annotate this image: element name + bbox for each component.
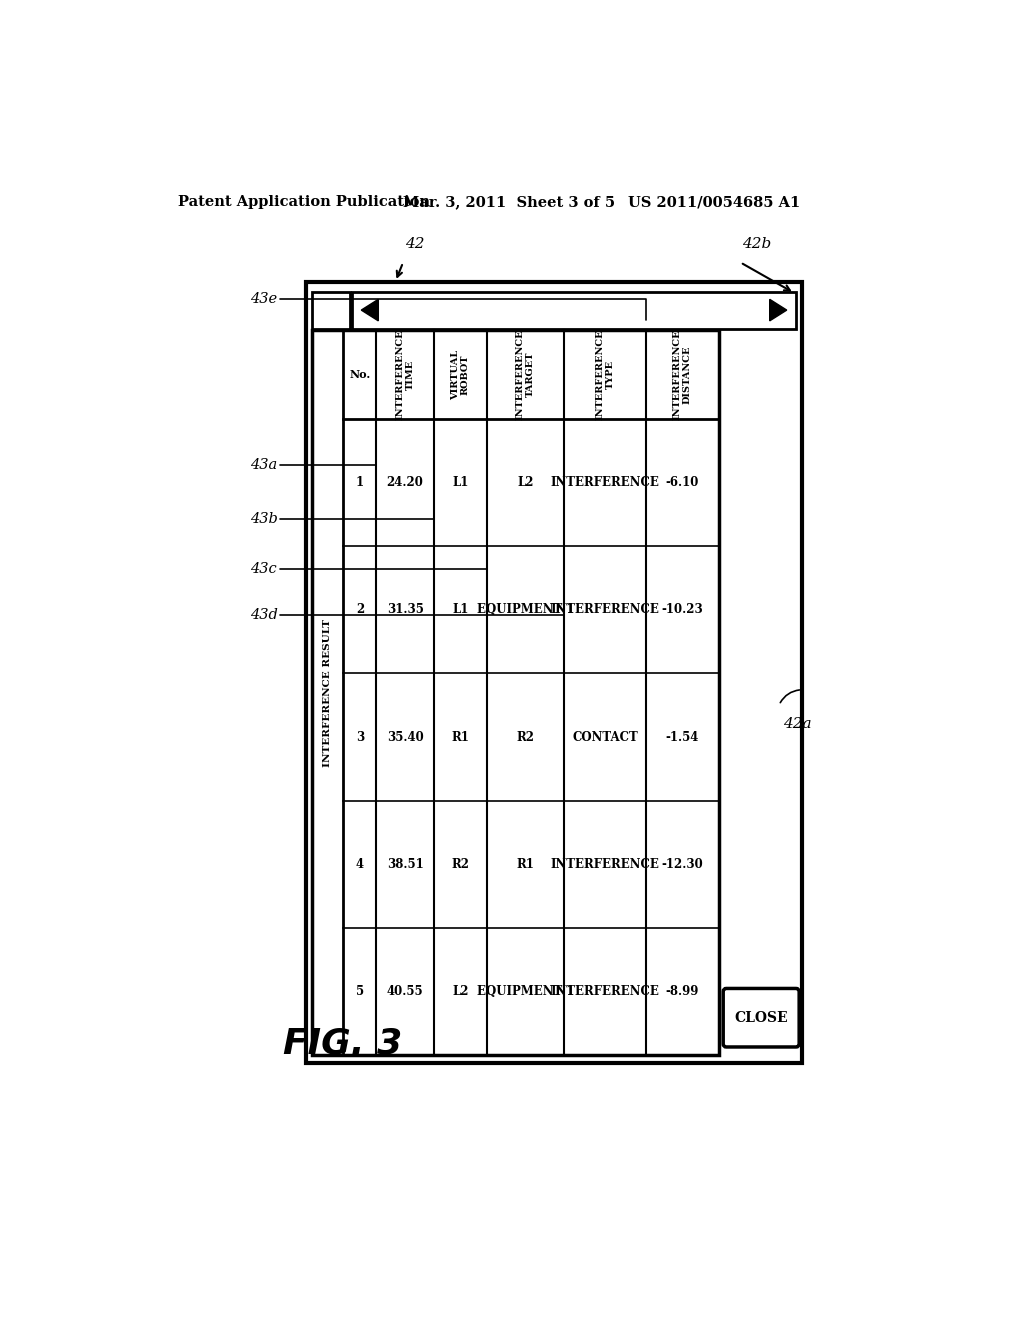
Text: 4: 4	[355, 858, 364, 871]
Text: Patent Application Publication: Patent Application Publication	[178, 195, 430, 210]
Text: INTERFERENCE: INTERFERENCE	[551, 603, 659, 616]
Text: 1: 1	[355, 475, 364, 488]
Text: -12.30: -12.30	[662, 858, 703, 871]
Text: INTERFERENCE
TYPE: INTERFERENCE TYPE	[595, 329, 614, 420]
Text: INTERFERENCE
TARGET: INTERFERENCE TARGET	[516, 329, 536, 420]
Text: 38.51: 38.51	[387, 858, 424, 871]
Text: EQUIPMENT 1: EQUIPMENT 1	[477, 603, 574, 616]
Text: 35.40: 35.40	[387, 730, 424, 743]
Text: CLOSE: CLOSE	[734, 1011, 788, 1024]
Text: 31.35: 31.35	[387, 603, 424, 616]
Text: L1: L1	[453, 475, 469, 488]
Text: 24.20: 24.20	[387, 475, 424, 488]
Text: R1: R1	[516, 858, 535, 871]
Text: 5: 5	[355, 985, 364, 998]
Text: INTERFERENCE
TIME: INTERFERENCE TIME	[395, 329, 415, 420]
Text: -6.10: -6.10	[666, 475, 698, 488]
Text: 3: 3	[355, 730, 364, 743]
Bar	[312, 330, 719, 1056]
Text: No.: No.	[349, 368, 371, 380]
Text: INTERFERENCE
DISTANCE: INTERFERENCE DISTANCE	[673, 329, 692, 420]
Text: 43c: 43c	[250, 562, 278, 576]
Text: 43d: 43d	[250, 609, 278, 622]
Text: FIG. 3: FIG. 3	[283, 1027, 402, 1061]
Text: 2: 2	[355, 603, 364, 616]
Text: US 2011/0054685 A1: US 2011/0054685 A1	[628, 195, 800, 210]
Text: VIRTUAL
ROBOT: VIRTUAL ROBOT	[451, 350, 470, 400]
Text: 42: 42	[404, 236, 424, 251]
Text: 43b: 43b	[250, 512, 278, 525]
Text: 42b: 42b	[741, 236, 771, 251]
Text: INTERFERENCE: INTERFERENCE	[551, 985, 659, 998]
FancyBboxPatch shape	[723, 989, 799, 1047]
Text: INTERFERENCE RESULT: INTERFERENCE RESULT	[324, 619, 333, 767]
Text: INTERFERENCE: INTERFERENCE	[551, 858, 659, 871]
Text: L2: L2	[452, 985, 469, 998]
Text: R2: R2	[452, 858, 469, 871]
Text: INTERFERENCE: INTERFERENCE	[551, 475, 659, 488]
Bar	[352, 292, 796, 329]
Text: 42a: 42a	[783, 717, 811, 731]
Text: L2: L2	[517, 475, 534, 488]
Text: -1.54: -1.54	[666, 730, 698, 743]
Text: -10.23: -10.23	[662, 603, 703, 616]
Text: EQUIPMENT 1: EQUIPMENT 1	[477, 985, 574, 998]
Text: 40.55: 40.55	[387, 985, 424, 998]
Text: Mar. 3, 2011  Sheet 3 of 5: Mar. 3, 2011 Sheet 3 of 5	[403, 195, 615, 210]
Text: R2: R2	[516, 730, 535, 743]
Polygon shape	[770, 300, 786, 321]
Text: L1: L1	[453, 603, 469, 616]
Text: R1: R1	[452, 730, 469, 743]
Text: -8.99: -8.99	[666, 985, 698, 998]
Bar	[312, 292, 349, 329]
Text: 43e: 43e	[250, 292, 278, 306]
Text: 43a: 43a	[250, 458, 278, 471]
Text: CONTACT: CONTACT	[572, 730, 638, 743]
Bar	[306, 281, 802, 1063]
Polygon shape	[361, 300, 378, 321]
